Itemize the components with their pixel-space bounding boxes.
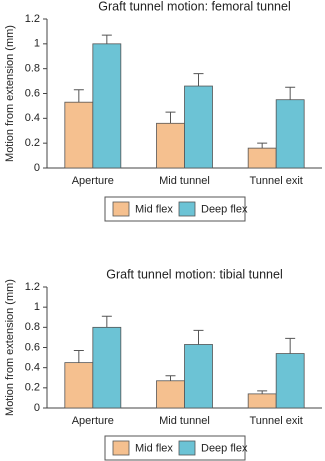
y-tick-label: 0.2 bbox=[25, 382, 40, 394]
y-tick-label: 0 bbox=[34, 162, 40, 174]
bar bbox=[64, 362, 94, 409]
y-tick-label: 0.6 bbox=[25, 87, 40, 99]
y-axis-label: Motion from extension (mm) bbox=[4, 279, 16, 416]
y-tick-label: 1.2 bbox=[25, 281, 40, 293]
bar bbox=[184, 85, 213, 169]
y-tick-label: 0.6 bbox=[25, 341, 40, 353]
bar bbox=[92, 326, 122, 409]
x-tick-label: Aperture bbox=[72, 415, 114, 427]
bar bbox=[247, 147, 277, 169]
error-bar bbox=[165, 375, 176, 381]
bar bbox=[247, 393, 277, 409]
legend-swatch bbox=[112, 440, 130, 456]
error-bar bbox=[285, 337, 296, 354]
bar bbox=[275, 353, 305, 409]
bar bbox=[92, 43, 122, 169]
bar bbox=[156, 122, 185, 169]
legend-label: Deep flex bbox=[201, 203, 248, 215]
legend-box bbox=[104, 196, 246, 222]
bar bbox=[64, 101, 94, 169]
error-bar bbox=[101, 34, 112, 44]
y-axis-label: Motion from extension (mm) bbox=[4, 25, 16, 162]
y-tick-label: 1.2 bbox=[25, 13, 40, 25]
error-bar bbox=[73, 89, 84, 103]
legend-swatch bbox=[178, 201, 196, 217]
y-tick-label: 1 bbox=[34, 301, 40, 313]
error-bar bbox=[165, 111, 176, 124]
chart-title: Graft tunnel motion: tibial tunnel bbox=[106, 267, 283, 281]
bar bbox=[156, 380, 185, 409]
y-tick-label: 0.2 bbox=[25, 137, 40, 149]
error-bar bbox=[285, 86, 296, 100]
y-tick-label: 0.4 bbox=[25, 112, 40, 124]
legend-swatch bbox=[112, 201, 130, 217]
y-tick-label: 0.4 bbox=[25, 362, 40, 374]
y-tick-label: 0.8 bbox=[25, 63, 40, 75]
legend-swatch bbox=[178, 440, 196, 456]
legend-label: Mid flex bbox=[135, 203, 173, 215]
error-bar bbox=[257, 142, 268, 149]
chart-title: Graft tunnel motion: femoral tunnel bbox=[98, 0, 290, 13]
y-tick-label: 0 bbox=[34, 402, 40, 414]
error-bar bbox=[257, 390, 268, 394]
y-tick-label: 0.8 bbox=[25, 321, 40, 333]
x-tick-label: Aperture bbox=[72, 175, 114, 187]
x-tick-label: Mid tunnel bbox=[159, 415, 210, 427]
error-bar bbox=[73, 350, 84, 363]
y-tick-label: 1 bbox=[34, 38, 40, 50]
x-tick-label: Tunnel exit bbox=[249, 415, 302, 427]
legend-label: Deep flex bbox=[201, 442, 248, 454]
x-tick-label: Tunnel exit bbox=[249, 175, 302, 187]
error-bar bbox=[193, 329, 204, 345]
error-bar bbox=[193, 73, 204, 87]
x-tick-label: Mid tunnel bbox=[159, 175, 210, 187]
error-bar bbox=[101, 315, 112, 328]
bar bbox=[184, 344, 213, 409]
bar bbox=[275, 99, 305, 169]
legend-label: Mid flex bbox=[135, 442, 173, 454]
